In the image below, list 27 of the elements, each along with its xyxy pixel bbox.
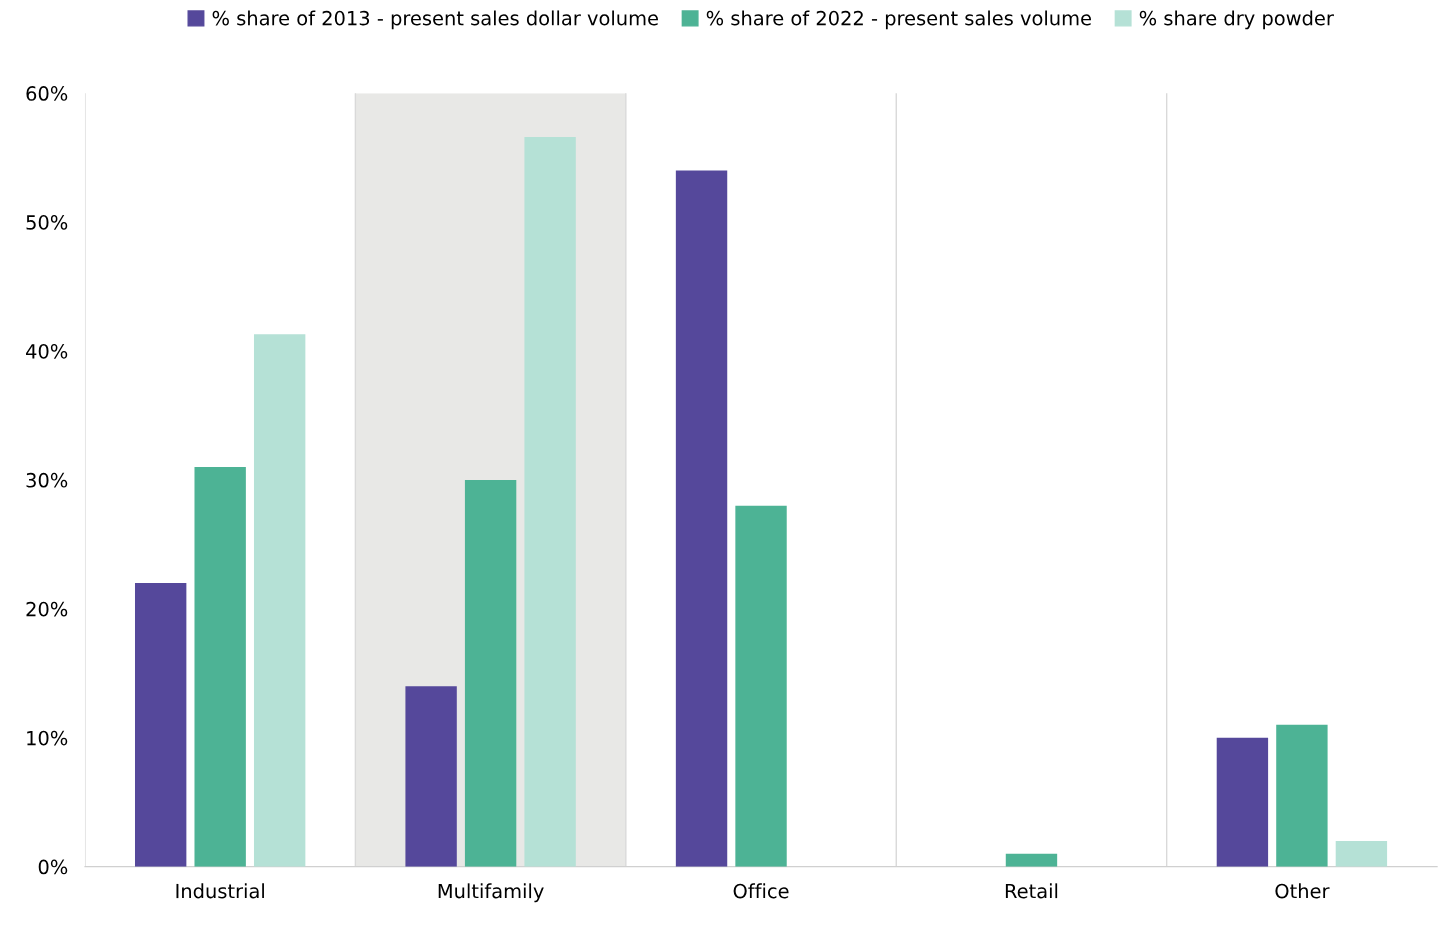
y-tick-label: 0% [38,859,68,875]
x-tick-label: Multifamily [438,883,544,903]
bar [1216,737,1269,867]
legend-label: % share of 2013 - present sales dollar volume [212,10,658,30]
bar [405,686,457,867]
y-tick-label: 20% [26,601,68,617]
bar [524,136,576,867]
y-tick-label: 50% [26,215,68,230]
y-tick-label: 40% [26,343,68,359]
y-tick-label: 60% [26,86,68,101]
bar [253,334,306,867]
bar [735,505,787,867]
legend-label: % share dry powder [1139,10,1334,30]
bar [1005,853,1058,867]
bar [1276,724,1328,867]
bar [675,170,728,867]
x-tick-label: Retail [1005,883,1058,899]
bar [134,583,187,867]
x-tick-label: Office [733,883,789,899]
y-tick-label: 30% [26,472,68,488]
bar [464,479,517,867]
legend-label: % share of 2022 - present sales volume [706,10,1091,30]
bar [194,467,246,867]
x-tick-label: Other [1275,883,1330,899]
y-tick-label: 10% [27,730,68,746]
bar [1335,840,1388,867]
x-tick-label: Industrial [176,883,264,899]
